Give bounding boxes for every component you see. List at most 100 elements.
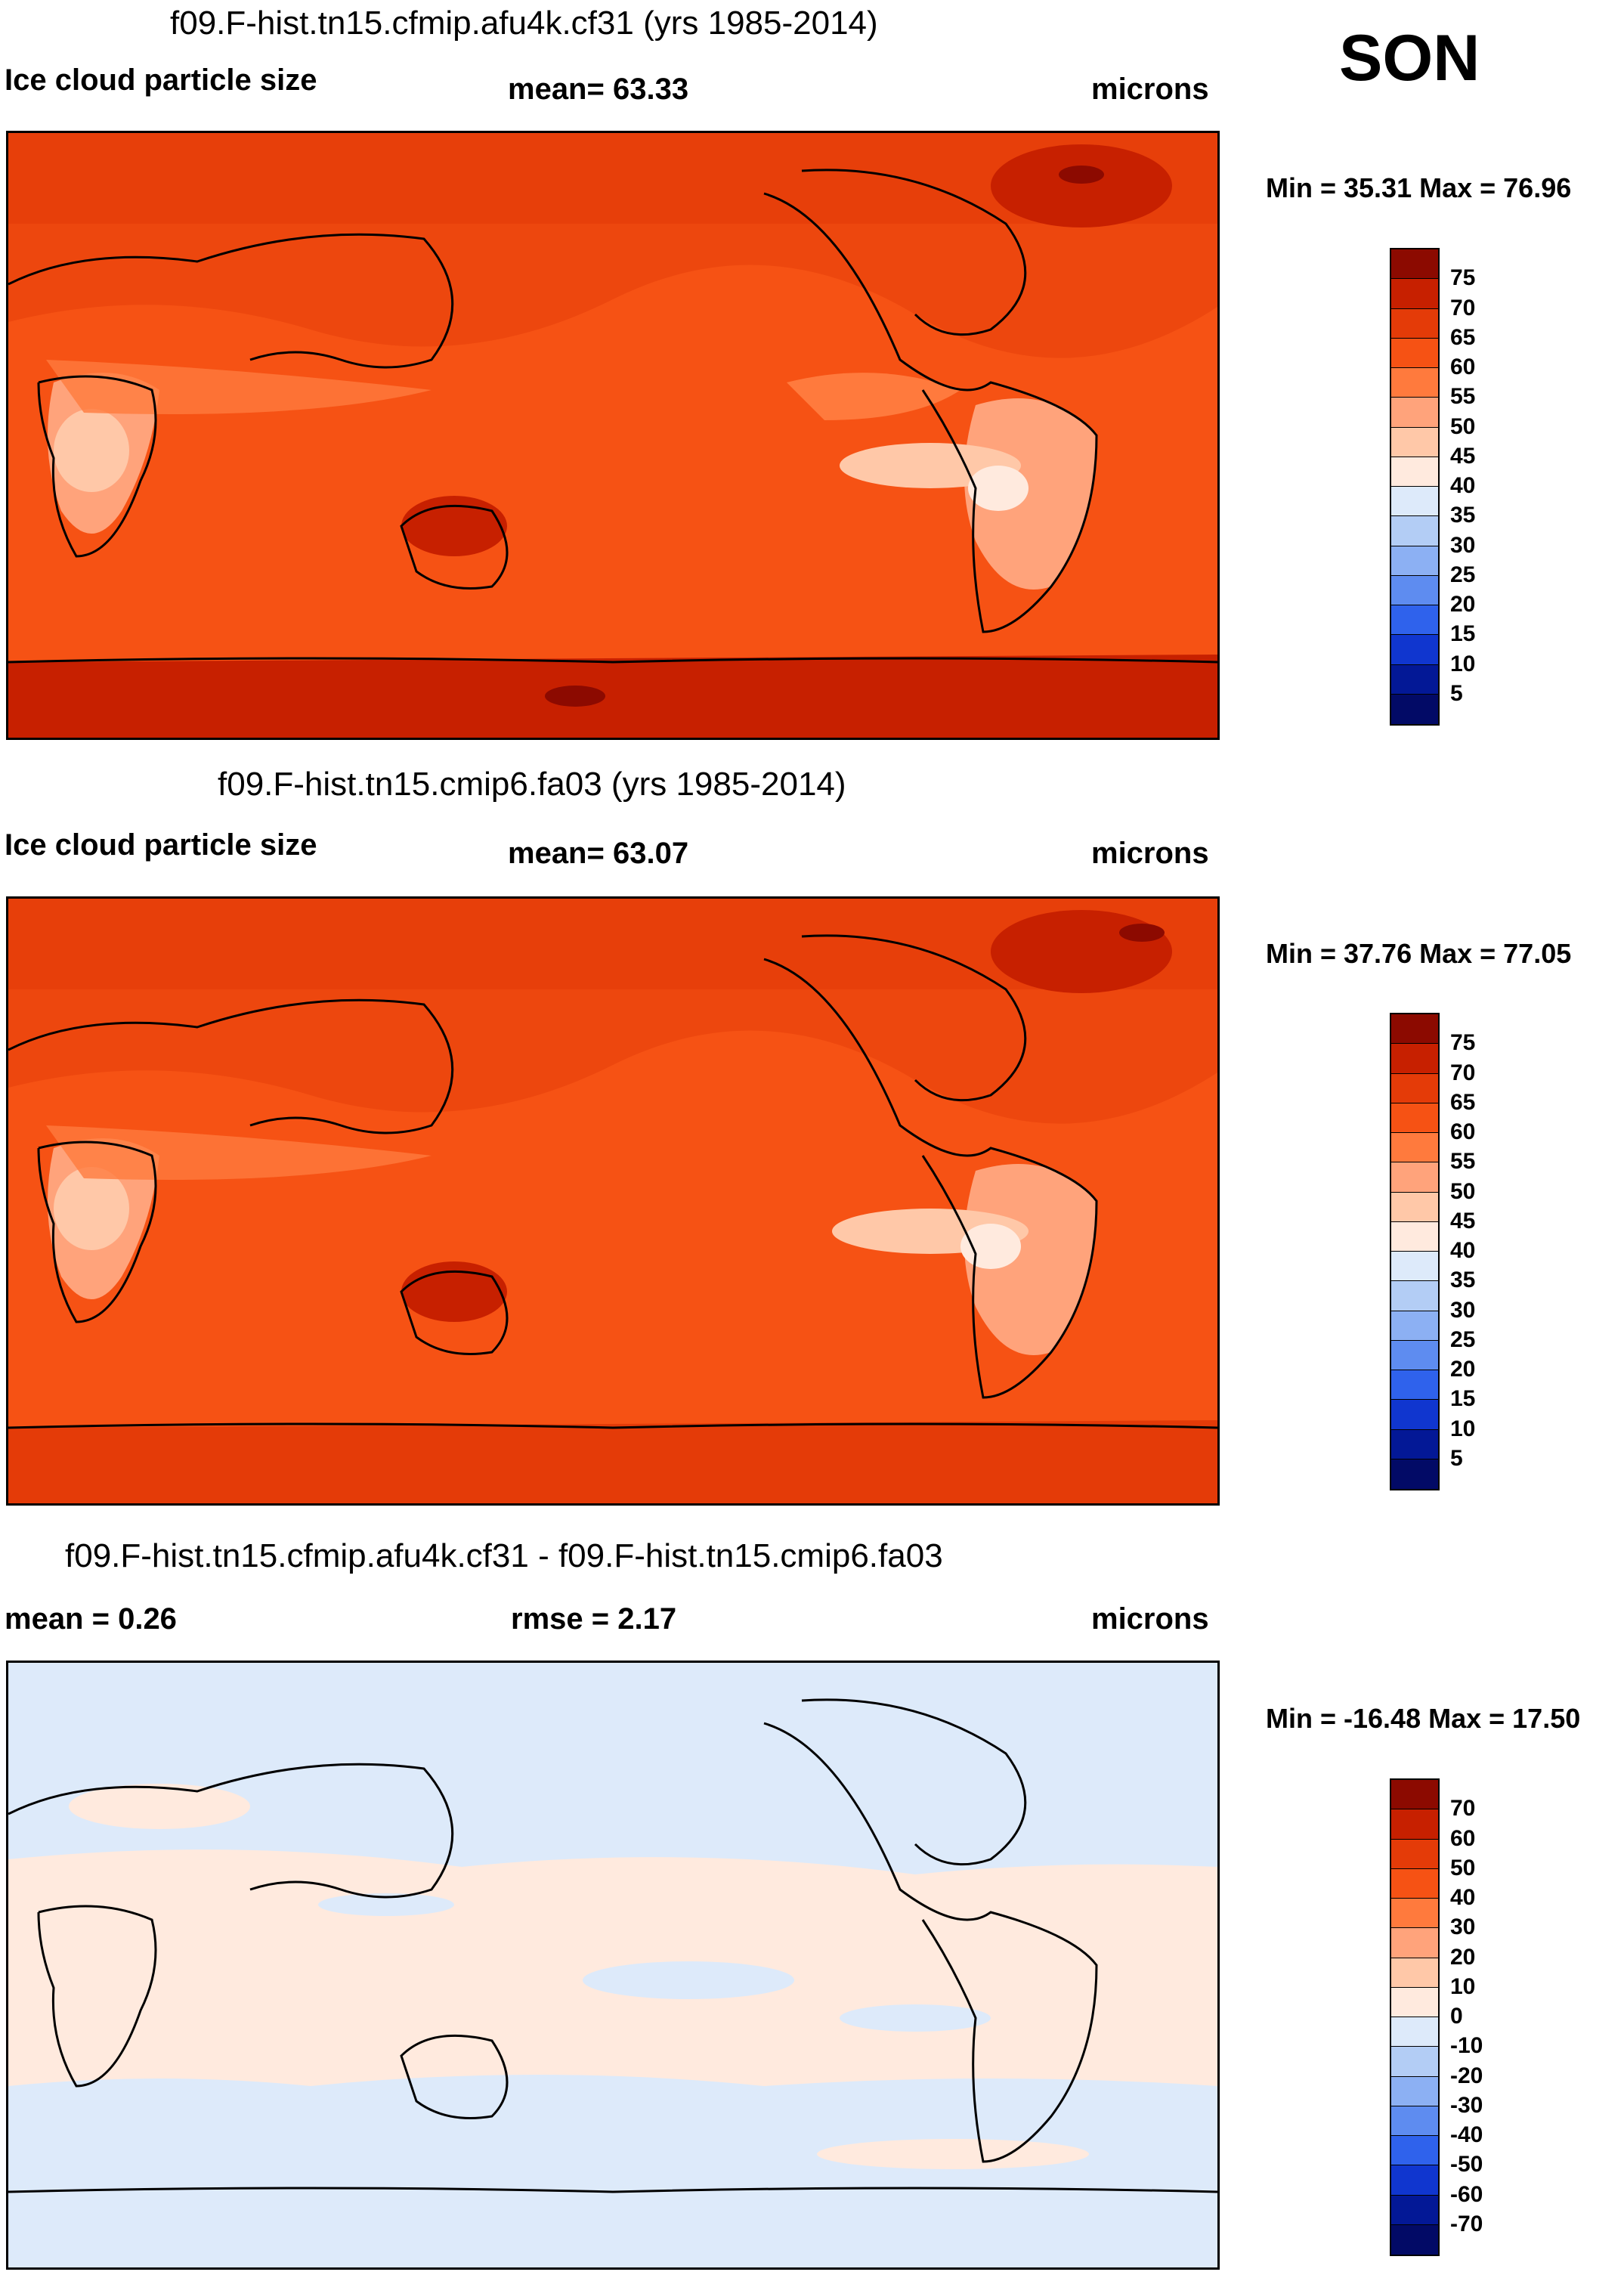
colorbar-swatch <box>1391 2165 1438 2196</box>
colorbar-swatch <box>1391 1459 1438 1489</box>
colorbar-tick-label: 15 <box>1450 1386 1476 1412</box>
colorbar-swatch <box>1391 427 1438 457</box>
panel-1-mean-label: mean= 63.33 <box>508 73 689 106</box>
panel-3-mean-label: mean = 0.26 <box>5 1602 177 1636</box>
colorbar-tick-label: 30 <box>1450 532 1476 558</box>
colorbar-tick-label: 55 <box>1450 384 1476 410</box>
colorbar-tick-label: 20 <box>1450 1944 1476 1970</box>
colorbar-tick-label: 20 <box>1450 1357 1476 1382</box>
colorbar-tick-label: 75 <box>1450 1030 1476 1056</box>
colorbar-tick-label: 45 <box>1450 443 1476 469</box>
colorbar-swatch <box>1391 1133 1438 1163</box>
colorbar-swatch <box>1391 2106 1438 2136</box>
colorbar-swatch <box>1391 1928 1438 1958</box>
colorbar-swatch <box>1391 575 1438 605</box>
colorbar-swatch <box>1391 1044 1438 1074</box>
colorbar-swatch <box>1391 1958 1438 1988</box>
panel-3-rmse-label: rmse = 2.17 <box>511 1602 677 1636</box>
panel-3-map <box>6 1661 1220 2270</box>
colorbar-swatch <box>1391 1370 1438 1401</box>
colorbar-tick-label: -40 <box>1450 2122 1483 2147</box>
colorbar-swatch <box>1391 398 1438 428</box>
colorbar-tick-label: 55 <box>1450 1149 1476 1175</box>
colorbar-swatch <box>1391 1221 1438 1252</box>
colorbar-swatch <box>1391 2195 1438 2225</box>
panel-2-mean-label: mean= 63.07 <box>508 837 689 870</box>
colorbar-tick-label: 65 <box>1450 324 1476 350</box>
colorbar-swatch <box>1391 2224 1438 2255</box>
colorbar-tick-label: 45 <box>1450 1208 1476 1233</box>
colorbar-tick-label: 75 <box>1450 265 1476 291</box>
colorbar-tick-label: 30 <box>1450 1297 1476 1323</box>
colorbar-swatch <box>1391 1103 1438 1133</box>
colorbar-swatch <box>1391 1073 1438 1103</box>
colorbar-tick-label: -30 <box>1450 2092 1483 2118</box>
colorbar-swatch <box>1391 1192 1438 1222</box>
colorbar-swatch <box>1391 1809 1438 1840</box>
colorbar-swatch <box>1391 457 1438 487</box>
colorbar-swatch <box>1391 1429 1438 1459</box>
colorbar-tick-label: -70 <box>1450 2211 1483 2236</box>
panel-2-coastlines <box>8 934 1217 1429</box>
colorbar-tick-label: 70 <box>1450 1060 1476 1085</box>
colorbar-tick-label: 20 <box>1450 592 1476 617</box>
colorbar-tick-label: 50 <box>1450 1178 1476 1204</box>
colorbar-tick-label: -60 <box>1450 2181 1483 2207</box>
panel-1-variable-label: Ice cloud particle size <box>5 63 317 97</box>
colorbar-tick-label: 10 <box>1450 651 1476 676</box>
colorbar-tick-label: 40 <box>1450 1238 1476 1263</box>
season-label: SON <box>1339 22 1480 94</box>
colorbar-tick-label: 65 <box>1450 1089 1476 1115</box>
colorbar-tick-label: 40 <box>1450 1885 1476 1910</box>
panel-1-title: f09.F-hist.tn15.cfmip.afu4k.cf31 (yrs 19… <box>170 5 878 42</box>
panel-3-minmax: Min = -16.48 Max = 17.50 <box>1266 1703 1581 1734</box>
colorbar-swatch <box>1391 1014 1438 1045</box>
panel-1-map-svg <box>8 133 1217 738</box>
panel-1-units-label: microns <box>1091 73 1209 106</box>
colorbar-tick-label: -20 <box>1450 2063 1483 2088</box>
colorbar-swatch <box>1391 2136 1438 2166</box>
colorbar-swatch <box>1391 546 1438 576</box>
colorbar-swatch <box>1391 1899 1438 1929</box>
colorbar-tick-label: 5 <box>1450 1445 1463 1471</box>
colorbar-swatch <box>1391 1780 1438 1810</box>
colorbar-swatch <box>1391 2076 1438 2106</box>
colorbar-tick-label: 35 <box>1450 1268 1476 1293</box>
colorbar-tick-label: 60 <box>1450 354 1476 379</box>
panel-3-title: f09.F-hist.tn15.cfmip.afu4k.cf31 - f09.F… <box>65 1537 943 1574</box>
colorbar-tick-label: -10 <box>1450 2033 1483 2059</box>
colorbar-swatch <box>1391 605 1438 636</box>
panel-3-map-svg <box>8 1663 1217 2267</box>
panel-3-colorbar <box>1390 1778 1440 2256</box>
colorbar-swatch <box>1391 249 1438 280</box>
colorbar-swatch <box>1391 1311 1438 1341</box>
colorbar-swatch <box>1391 1400 1438 1430</box>
colorbar-swatch <box>1391 516 1438 546</box>
panel-1-minmax: Min = 35.31 Max = 76.96 <box>1266 172 1572 203</box>
colorbar-swatch <box>1391 1281 1438 1311</box>
panel-2-colorbar <box>1390 1013 1440 1490</box>
colorbar-tick-label: 50 <box>1450 413 1476 439</box>
colorbar-swatch <box>1391 1252 1438 1282</box>
colorbar-tick-label: 0 <box>1450 2004 1463 2029</box>
colorbar-tick-label: 30 <box>1450 1914 1476 1940</box>
colorbar-swatch <box>1391 1340 1438 1370</box>
colorbar-swatch <box>1391 694 1438 724</box>
panel-1-coastlines <box>8 169 1217 664</box>
colorbar-tick-label: 10 <box>1450 1973 1476 1999</box>
panel-2-variable-label: Ice cloud particle size <box>5 828 317 862</box>
colorbar-swatch <box>1391 368 1438 398</box>
colorbar-swatch <box>1391 338 1438 368</box>
colorbar-tick-label: 70 <box>1450 295 1476 320</box>
colorbar-tick-label: 10 <box>1450 1416 1476 1441</box>
colorbar-swatch <box>1391 279 1438 309</box>
panel-3-units-label: microns <box>1091 1602 1209 1636</box>
panel-2-title: f09.F-hist.tn15.cmip6.fa03 (yrs 1985-201… <box>218 766 846 803</box>
panel-2-map <box>6 896 1220 1506</box>
panel-1-map <box>6 131 1220 740</box>
panel-3-coastlines <box>8 1698 1217 2193</box>
colorbar-swatch <box>1391 487 1438 517</box>
colorbar-tick-label: 25 <box>1450 562 1476 587</box>
colorbar-swatch <box>1391 635 1438 665</box>
colorbar-swatch <box>1391 1987 1438 2017</box>
